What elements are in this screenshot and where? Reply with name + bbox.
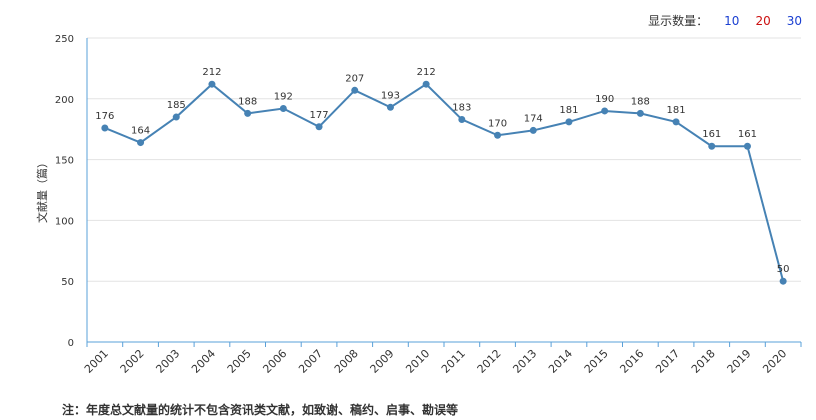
x-tick-label: 2006 [260, 347, 289, 376]
x-tick-label: 2015 [582, 347, 611, 376]
data-point [601, 107, 609, 115]
data-label: 170 [488, 118, 507, 129]
y-tick-label: 50 [61, 277, 74, 288]
data-label: 188 [238, 96, 257, 107]
data-label: 212 [202, 67, 221, 78]
data-label: 212 [417, 67, 436, 78]
display-count-control: 显示数量： 10 20 30 [648, 12, 802, 29]
display-count-option-30[interactable]: 30 [786, 13, 802, 28]
data-point [708, 142, 716, 150]
data-label: 174 [524, 113, 543, 124]
data-point [351, 86, 359, 94]
display-count-option-20[interactable]: 20 [755, 13, 771, 28]
data-label: 177 [310, 110, 329, 121]
x-tick-label: 2004 [189, 347, 218, 376]
x-tick-label: 2009 [368, 347, 397, 376]
y-tick-label: 150 [55, 156, 74, 167]
x-tick-label: 2020 [760, 347, 789, 376]
data-point [494, 131, 502, 139]
x-tick-label: 2012 [475, 347, 504, 376]
data-point [101, 124, 109, 132]
data-point [315, 123, 323, 131]
data-point [779, 277, 787, 285]
y-tick-label: 100 [55, 216, 74, 227]
data-label: 193 [381, 90, 400, 101]
data-point [422, 80, 430, 88]
data-point [172, 113, 180, 121]
y-tick-label: 0 [68, 338, 74, 349]
data-label: 192 [274, 92, 293, 103]
data-point [244, 109, 252, 117]
data-label: 188 [631, 96, 650, 107]
data-point [386, 103, 394, 111]
y-tick-label: 250 [55, 34, 74, 45]
data-label: 164 [131, 126, 150, 137]
data-label: 50 [777, 264, 790, 275]
x-tick-label: 2011 [439, 347, 468, 376]
data-point [529, 126, 537, 134]
data-point [458, 115, 466, 123]
data-label: 185 [167, 100, 186, 111]
footnote: 注：年度总文献量的统计不包含资讯类文献，如致谢、稿约、启事、勘误等 [62, 403, 459, 417]
display-count-option-10[interactable]: 10 [724, 13, 740, 28]
x-tick-label: 2008 [332, 347, 361, 376]
data-label: 190 [595, 94, 614, 105]
y-tick-label: 200 [55, 95, 74, 106]
data-label: 181 [667, 105, 686, 116]
data-point [672, 118, 680, 126]
x-tick-label: 2018 [689, 347, 718, 376]
data-point [743, 142, 751, 150]
x-tick-label: 2002 [118, 347, 147, 376]
data-label: 161 [738, 129, 757, 140]
data-point [565, 118, 573, 126]
data-point [279, 105, 287, 113]
x-tick-label: 2003 [153, 347, 182, 376]
data-point [137, 139, 145, 147]
data-label: 176 [95, 111, 114, 122]
x-tick-label: 2019 [725, 347, 754, 376]
x-tick-label: 2005 [225, 347, 254, 376]
display-count-label: 显示数量： [648, 14, 709, 28]
y-axis-title: 文献量（篇） [35, 157, 49, 223]
x-tick-label: 2014 [546, 347, 575, 376]
series-line [104, 82, 785, 282]
x-tick-label: 2017 [653, 347, 682, 376]
x-tick-label: 2007 [296, 347, 325, 376]
data-label: 207 [345, 73, 364, 84]
x-tick-label: 2010 [403, 347, 432, 376]
data-label: 183 [452, 102, 471, 113]
x-tick-label: 2001 [82, 347, 111, 376]
data-point [208, 80, 216, 88]
data-point [636, 109, 644, 117]
data-label: 161 [702, 129, 721, 140]
x-tick-label: 2013 [510, 347, 539, 376]
data-label: 181 [559, 105, 578, 116]
x-tick-label: 2016 [617, 347, 646, 376]
